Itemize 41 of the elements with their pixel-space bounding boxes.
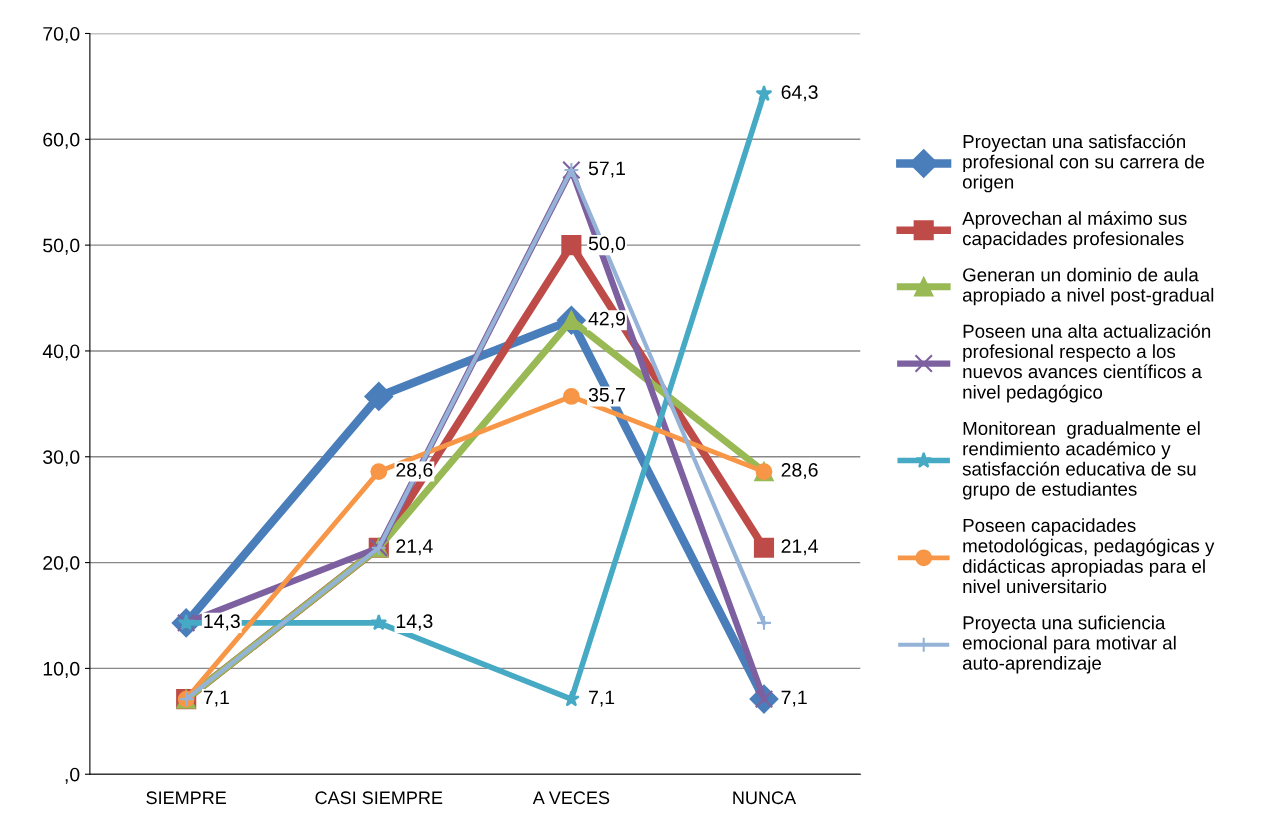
y-tick-label: 30,0: [43, 450, 80, 467]
point: [364, 382, 394, 411]
x-tick-label: SIEMPRE: [146, 791, 227, 805]
point: [370, 614, 388, 631]
data-label: 35,7: [588, 387, 625, 404]
data-label: 7,1: [589, 690, 615, 707]
data-label: 21,4: [781, 539, 818, 556]
data-label: 64,3: [781, 85, 818, 102]
x-tick-label: NUNCA: [733, 791, 797, 805]
data-label: 14,3: [204, 614, 240, 631]
legend-label: Monitorean gradualmente el rendimiento académico y satisfacción educativa de su grupo de estudiantes: [962, 421, 1200, 500]
x-tick-label: CASI SIEMPRE: [315, 791, 443, 805]
point: [562, 388, 580, 405]
data-label: 21,4: [396, 539, 433, 556]
data-label: 14,3: [396, 614, 433, 631]
data-label: 50,0: [588, 236, 626, 253]
data-label: 7,1: [203, 690, 229, 707]
legend-label: Poseen capacidades metodológicas, pedagógicas y didácticas apropiadas para el nivel universitario: [962, 518, 1215, 594]
data-label: 28,6: [396, 463, 433, 480]
point: [756, 614, 772, 631]
point: [753, 537, 775, 558]
y-tick-label: ,0: [65, 767, 80, 784]
data-label: 28,6: [781, 463, 818, 480]
legend-label: Proyecta una suficiencia emocional para motivar al auto-aprendizaje: [962, 615, 1176, 674]
legend-label: Generan un dominio de aula apropiado a nivel post-gradual: [962, 267, 1214, 306]
point: [755, 84, 773, 102]
data-label: 57,1: [588, 161, 625, 178]
legend-label: Proyectan una satisfacción profesional con su carrera de origen: [962, 134, 1205, 193]
point: [561, 235, 582, 256]
y-tick-label: 10,0: [43, 661, 80, 678]
legend-label: Aprovechan al máximo sus capacidades profesionales: [962, 211, 1187, 249]
y-tick-label: 20,0: [43, 556, 80, 573]
y-tick-label: 60,0: [43, 132, 80, 149]
y-tick-label: 40,0: [42, 344, 80, 361]
x-tick-label: A VECES: [532, 791, 610, 805]
data-label: 7,1: [781, 690, 807, 707]
y-tick-label: 50,0: [43, 238, 80, 255]
legend-label: Poseen una alta actualización profesional respecto a los nuevos avances científicos a nivel pedagógico: [963, 323, 1211, 403]
data-label: 42,9: [588, 311, 625, 328]
y-tick-label: 70,0: [43, 26, 80, 44]
point: [370, 463, 388, 480]
